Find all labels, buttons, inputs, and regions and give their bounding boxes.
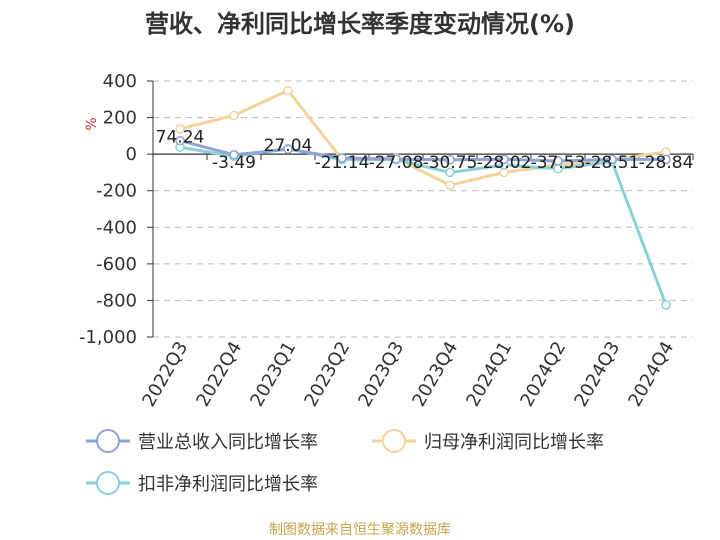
- data-point: [499, 154, 509, 165]
- data-point: [607, 154, 617, 165]
- y-tick-label: -200: [96, 181, 137, 202]
- grid-lines: [153, 80, 693, 338]
- data-point: [283, 85, 293, 96]
- data-point: [283, 144, 293, 154]
- legend-item[interactable]: 归母净利润同比增长率: [372, 429, 604, 453]
- data-point: [445, 167, 455, 178]
- series-line: [179, 139, 667, 163]
- y-tick-label: -800: [96, 290, 137, 311]
- data-point: [229, 110, 239, 121]
- legend-label: 归母净利润同比增长率: [424, 432, 604, 453]
- chart-title: 营收、净利同比增长率季度变动情况(%): [145, 10, 575, 38]
- data-point: [175, 135, 185, 146]
- data-point: [445, 180, 455, 190]
- data-label: -21.14: [315, 153, 370, 173]
- legend-item[interactable]: 扣非净利润同比增长率: [86, 471, 318, 495]
- data-label: 27.04: [264, 136, 313, 156]
- data-point: [337, 153, 347, 163]
- series-2: [175, 85, 671, 190]
- x-tick-label: 2022Q3: [138, 338, 192, 410]
- x-tick-label: 2024Q2: [516, 338, 570, 410]
- series-line: [179, 89, 667, 187]
- x-tick-label: 2023Q1: [246, 338, 300, 410]
- data-point: [229, 150, 239, 160]
- series-1: [175, 135, 671, 166]
- legend-label: 营业总收入同比增长率: [138, 432, 318, 453]
- data-point: [661, 300, 671, 310]
- data-point: [553, 156, 563, 166]
- y-tick-label: 400: [103, 71, 137, 92]
- y-tick-label: -400: [96, 217, 137, 238]
- axes: 400 200 0 -200 -400 -600 -800 -1,000% 2022Q3 2022…: [79, 71, 694, 410]
- y-tick-label: -1,000: [79, 327, 137, 348]
- x-tick-label: 2024Q4: [624, 338, 678, 410]
- data-source-note: 制图数据来自恒生聚源数据库: [269, 522, 451, 538]
- y-unit-label: %: [84, 117, 100, 130]
- data-point: [661, 154, 671, 165]
- data-label: -28.51: [585, 153, 640, 173]
- series-layer: [175, 85, 671, 310]
- data-label: -37.53: [531, 153, 586, 173]
- x-tick-label: 2024Q1: [462, 338, 516, 410]
- legend-marker: [382, 429, 406, 453]
- data-label: -28.84: [639, 153, 694, 173]
- x-tick-label: 2023Q2: [300, 338, 354, 410]
- x-tick-label: 2023Q4: [408, 338, 462, 410]
- x-tick-label: 2023Q3: [354, 338, 408, 410]
- y-tick-label: 0: [126, 144, 137, 165]
- legend-label: 扣非净利润同比增长率: [138, 474, 318, 495]
- data-label: -27.08: [369, 153, 424, 173]
- data-point: [391, 154, 401, 164]
- x-tick-label: 2024Q3: [570, 338, 624, 410]
- data-label: -28.02: [477, 153, 532, 173]
- data-label: -30.75: [423, 153, 478, 173]
- data-label: -3.49: [212, 153, 256, 173]
- data-point: [445, 155, 455, 165]
- y-tick-label: -600: [96, 254, 137, 275]
- legend-item[interactable]: 营业总收入同比增长率: [86, 429, 318, 453]
- x-tick-label: 2022Q4: [192, 338, 246, 410]
- legend-marker: [96, 471, 120, 495]
- data-point: [175, 124, 185, 134]
- legend-marker: [96, 429, 120, 453]
- y-tick-label: 200: [103, 108, 137, 129]
- data-label: 74.24: [156, 128, 205, 148]
